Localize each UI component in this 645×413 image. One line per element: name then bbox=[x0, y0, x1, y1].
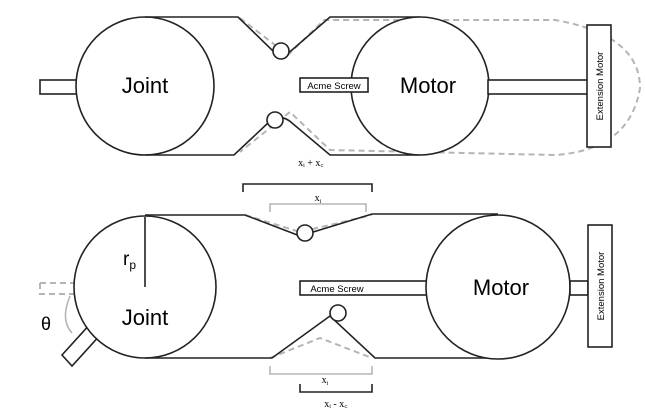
bottom-idler-upper bbox=[296, 224, 314, 242]
bottom-top-brace bbox=[242, 183, 373, 192]
top-ghost-belt-upper bbox=[239, 17, 642, 157]
bottom-brace-label: xᵢ - x꜀ bbox=[324, 399, 348, 410]
bottom-dimension: xi bbox=[322, 375, 329, 387]
bottom-belt-upper bbox=[145, 213, 498, 237]
top-dimension-label: xᵢ + x꜀ bbox=[298, 158, 324, 169]
top-extension-label: Extension Motor bbox=[595, 52, 606, 121]
top-extension-motor bbox=[586, 24, 612, 148]
top-acme-screw-label: Acme Screw bbox=[307, 81, 360, 92]
theta-label: θ bbox=[41, 314, 51, 334]
bottom-acme-screw-label: Acme Screw bbox=[310, 284, 363, 295]
top-acme-screw bbox=[299, 77, 369, 93]
bottom-brace bbox=[299, 384, 373, 393]
top-motor-shaft bbox=[487, 79, 589, 95]
bottom-ghost-shaft bbox=[39, 282, 85, 295]
bottom-extension-label: Extension Motor bbox=[596, 252, 607, 321]
bottom-extension-motor bbox=[587, 224, 613, 348]
bottom-angle-arc bbox=[64, 295, 73, 334]
bottom-inner-brace bbox=[269, 366, 373, 375]
bottom-joint-label: Joint bbox=[122, 305, 168, 330]
bottom-top-inner-brace bbox=[269, 203, 367, 212]
bottom-motor-label: Motor bbox=[473, 275, 529, 300]
bottom-diagram: xi θ rp Joint Acme Screw Motor bbox=[39, 183, 613, 410]
top-diagram: Joint Motor Acme Screw Extension Motor x… bbox=[39, 16, 642, 169]
radius-label: rp bbox=[123, 249, 136, 272]
bottom-motor-shaft bbox=[569, 280, 589, 296]
bottom-top-dimension: xi bbox=[315, 193, 322, 205]
top-idler-upper bbox=[272, 42, 290, 60]
top-motor-label: Motor bbox=[400, 73, 456, 98]
bottom-idler-lower bbox=[329, 304, 347, 322]
bottom-ghost-belt-lower bbox=[269, 336, 373, 359]
top-joint-label: Joint bbox=[122, 73, 168, 98]
top-idler-lower bbox=[266, 111, 284, 129]
